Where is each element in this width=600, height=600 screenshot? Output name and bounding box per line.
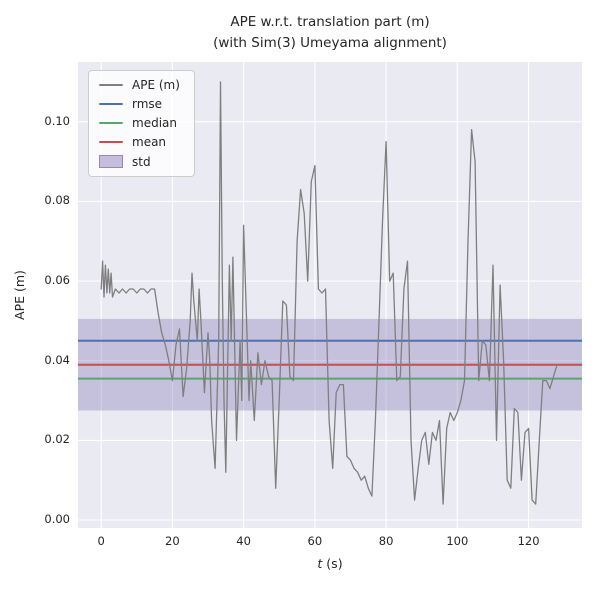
legend-label: APE (m) — [132, 78, 180, 92]
legend-label: rmse — [132, 97, 163, 111]
legend-item-rmse: rmse — [99, 98, 180, 110]
plot-canvas — [78, 62, 582, 528]
x-tick-label: 120 — [517, 534, 540, 548]
chart-title-line2: (with Sim(3) Umeyama alignment) — [213, 34, 447, 51]
y-tick-label: 0.08 — [44, 193, 70, 208]
legend-line-swatch — [99, 102, 123, 106]
y-axis-label: APE (m) — [12, 270, 27, 320]
y-tick-label: 0.02 — [44, 432, 70, 447]
legend-label: median — [132, 116, 177, 130]
legend-patch-swatch — [99, 155, 123, 168]
chart-title-line1: APE w.r.t. translation part (m) — [230, 14, 430, 30]
y-tick-label: 0.10 — [44, 113, 70, 128]
legend-item-ape-m: APE (m) — [99, 79, 180, 91]
y-tick-label: 0.00 — [44, 512, 70, 527]
x-tick-label: 80 — [378, 534, 394, 548]
legend-label: mean — [132, 135, 167, 149]
legend-item-mean: mean — [99, 136, 180, 148]
legend-item-median: median — [99, 117, 180, 129]
x-tick-label: 100 — [446, 534, 469, 548]
x-tick-label: 40 — [236, 534, 251, 548]
legend-line-swatch — [99, 121, 123, 125]
y-tick-label: 0.04 — [44, 352, 70, 367]
legend-line-swatch — [99, 140, 123, 144]
plot-area: APE (m) rmse median mean std — [78, 62, 582, 528]
chart-title: APE w.r.t. translation part (m) (with Si… — [78, 12, 582, 54]
x-axis-label-unit: (s) — [322, 556, 343, 571]
legend: APE (m) rmse median mean std — [88, 70, 195, 177]
x-tick-label: 0 — [97, 534, 105, 548]
y-tick-label: 0.06 — [44, 273, 70, 288]
ape-line — [100, 81, 558, 505]
x-tick-label: 60 — [307, 534, 323, 548]
legend-line-swatch — [99, 83, 123, 87]
legend-item-std: std — [99, 155, 180, 168]
x-axis-label: t (s) — [78, 556, 582, 571]
legend-label: std — [132, 154, 151, 169]
x-axis-label-variable: t — [317, 556, 323, 571]
x-tick-label: 20 — [165, 534, 180, 548]
